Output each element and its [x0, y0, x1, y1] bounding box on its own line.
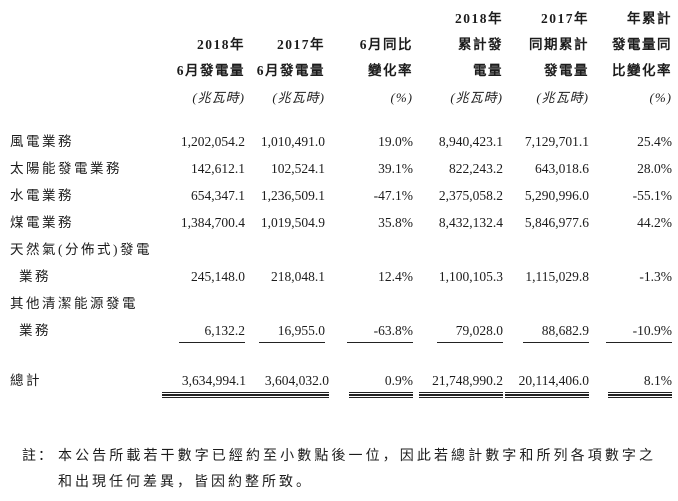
cell-value: 8,432,132.4 [438, 215, 503, 230]
col-header-unit: (兆瓦時) [536, 90, 589, 105]
table-row-solar: 太陽能發電業務 142,612.1 102,524.1 39.1% 822,24… [10, 155, 672, 182]
cell-value: 6,132.2 [162, 290, 245, 344]
cell-value: 5,290,996.0 [524, 188, 589, 203]
col-header-2018-june: 2018年 6月發電量 (兆瓦時) [162, 6, 245, 111]
cell-value: -10.9% [589, 290, 672, 344]
col-header-title: 2017年 同期累計 發電量 [529, 11, 589, 78]
cell-value: -47.1% [373, 188, 413, 203]
col-header-title: 6月同比 變化率 [359, 37, 413, 78]
row-label: 風電業務 [10, 134, 74, 149]
cell-value: 35.8% [378, 215, 413, 230]
total-cell-value: 3,634,994.1 [162, 344, 246, 402]
cell-value: 7,129,701.1 [524, 134, 589, 149]
total-cell-value: 8.1% [589, 344, 672, 402]
row-label-line2: 業務 [19, 269, 51, 284]
row-label-line2: 業務 [19, 323, 51, 338]
cell-value: 79,028.0 [413, 290, 503, 344]
col-header-title: 年累計 發電量同 比變化率 [612, 11, 672, 78]
footnote-text: 本公告所載若干數字已經約至小數點後一位，因此若總計數字和所列各項數字之和出現任何… [58, 449, 656, 490]
cell-value: 643,018.6 [535, 161, 589, 176]
cell-value: 102,524.1 [271, 161, 325, 176]
power-generation-table: 2018年 6月發電量 (兆瓦時) 2017年 6月發電量 (兆瓦時) 6月同比… [10, 6, 672, 402]
table-header-row: 2018年 6月發電量 (兆瓦時) 2017年 6月發電量 (兆瓦時) 6月同比… [10, 6, 672, 111]
cell-value: 1,384,700.4 [180, 215, 245, 230]
cell-value: 28.0% [637, 161, 672, 176]
col-header-2017-accumulated: 2017年 同期累計 發電量 (兆瓦時) [503, 6, 589, 111]
footnote-marker: 註： [22, 449, 54, 464]
cell-value: 1,115,029.8 [525, 269, 589, 284]
cell-value: 245,148.0 [191, 269, 245, 284]
cell-value: 8,940,423.1 [438, 134, 503, 149]
cell-value: 12.4% [378, 269, 413, 284]
total-cell-value: 0.9% [325, 344, 413, 402]
col-header-2017-june: 2017年 6月發電量 (兆瓦時) [245, 6, 325, 111]
cell-value: 142,612.1 [191, 161, 245, 176]
cell-value: 2,375,058.2 [438, 188, 503, 203]
cell-value: 5,846,977.6 [524, 215, 589, 230]
cell-value: 1,019,504.9 [260, 215, 325, 230]
cell-value: 88,682.9 [503, 290, 589, 344]
table-row-other-clean-energy: 其他清潔能源發電 業務 6,132.2 16,955.0 -63.8% 79,0… [10, 290, 672, 344]
cell-value: 1,010,491.0 [260, 134, 325, 149]
table-row-natural-gas: 天然氣(分佈式)發電 業務 245,148.0 218,048.1 12.4% … [10, 236, 672, 290]
table-row-coal: 煤電業務 1,384,700.4 1,019,504.9 35.8% 8,432… [10, 209, 672, 236]
total-cell-value: 21,748,990.2 [413, 344, 503, 402]
col-header-title: 2018年 累計發 電量 [455, 11, 503, 78]
cell-value: 1,100,105.3 [438, 269, 503, 284]
cell-value: 44.2% [637, 215, 672, 230]
total-cell-value: 3,604,032.0 [245, 344, 329, 402]
row-label-line1: 其他清潔能源發電 [10, 296, 138, 311]
col-header-annual-yoy-change: 年累計 發電量同 比變化率 (%) [589, 6, 672, 111]
col-header-unit: (兆瓦時) [192, 90, 245, 105]
row-label-line1: 天然氣(分佈式)發電 [10, 242, 152, 257]
footnote: 註： 本公告所載若干數字已經約至小數點後一位，因此若總計數字和所列各項數字之和出… [22, 444, 662, 496]
col-header-empty [10, 6, 162, 111]
row-label: 煤電業務 [10, 215, 74, 230]
total-cell-value: 20,114,406.0 [503, 344, 589, 402]
cell-value: 1,236,509.1 [260, 188, 325, 203]
col-header-unit: (%) [649, 90, 672, 105]
table-row-total: 總計 3,634,994.1 3,604,032.0 0.9% 21,748,9… [10, 344, 672, 402]
table-row-hydro: 水電業務 654,347.1 1,236,509.1 -47.1% 2,375,… [10, 182, 672, 209]
col-header-unit: (兆瓦時) [272, 90, 325, 105]
cell-value: 19.0% [378, 134, 413, 149]
cell-value: 218,048.1 [271, 269, 325, 284]
cell-value: -63.8% [325, 290, 413, 344]
col-header-2018-accumulated: 2018年 累計發 電量 (兆瓦時) [413, 6, 503, 111]
col-header-june-yoy-change: 6月同比 變化率 (%) [325, 6, 413, 111]
col-header-title: 2017年 6月發電量 [256, 37, 325, 78]
row-label: 水電業務 [10, 188, 74, 203]
cell-value: 1,202,054.2 [180, 134, 245, 149]
table-row-wind: 風電業務 1,202,054.2 1,010,491.0 19.0% 8,940… [10, 111, 672, 155]
cell-value: 39.1% [378, 161, 413, 176]
cell-value: -55.1% [632, 188, 672, 203]
cell-value: 16,955.0 [245, 290, 325, 344]
row-label: 太陽能發電業務 [10, 161, 122, 176]
col-header-unit: (兆瓦時) [450, 90, 503, 105]
total-label: 總計 [10, 373, 42, 388]
cell-value: 654,347.1 [191, 188, 245, 203]
col-header-unit: (%) [390, 90, 413, 105]
cell-value: 822,243.2 [449, 161, 503, 176]
cell-value: 25.4% [637, 134, 672, 149]
col-header-title: 2018年 6月發電量 [176, 37, 245, 78]
cell-value: -1.3% [639, 269, 672, 284]
